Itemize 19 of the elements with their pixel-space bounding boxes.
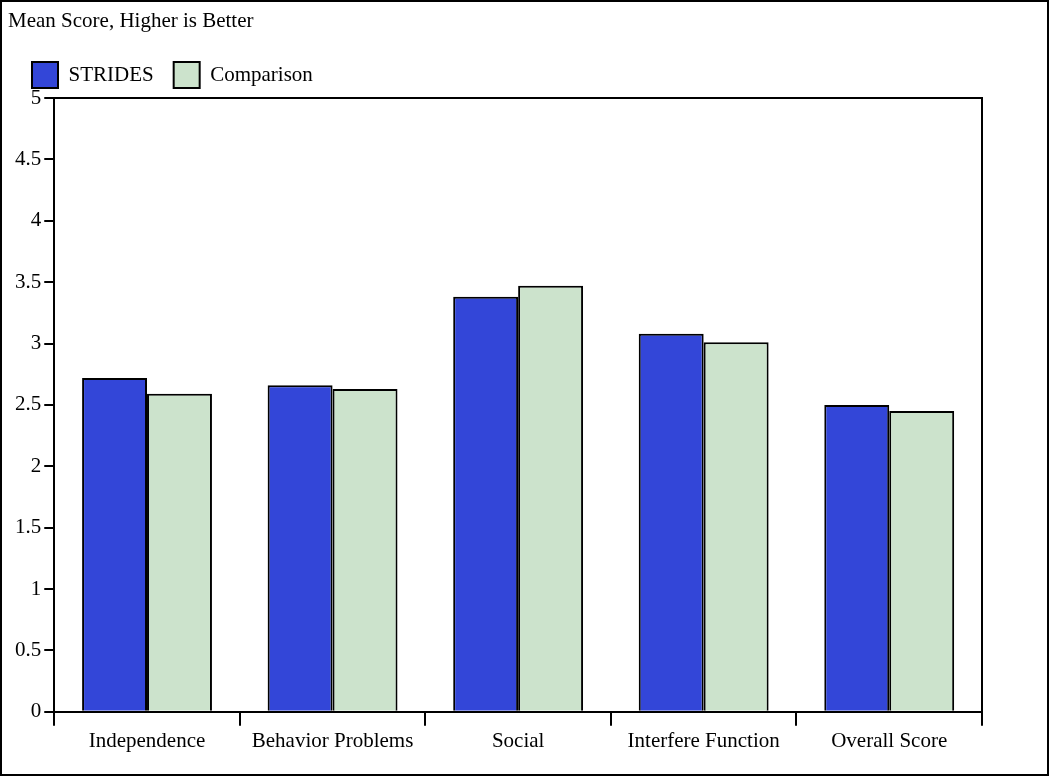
x-tick-label: Social: [491, 727, 545, 752]
y-tick-label: 0.5: [15, 636, 42, 661]
x-tick-label: Independence: [88, 727, 206, 752]
y-axis-title: Mean Score, Higher is Better: [8, 8, 254, 33]
y-tick-label: 0: [30, 698, 42, 723]
y-tick-label: 4.5: [15, 145, 42, 170]
y-tick-label: 3.5: [15, 268, 42, 293]
y-tick-label: 2: [30, 452, 42, 477]
y-tick-label: 1: [30, 575, 42, 600]
x-tick-label: Behavior Problems: [251, 727, 414, 752]
x-tick-label: Interfere Function: [627, 727, 781, 752]
y-tick-label: 5: [30, 84, 42, 109]
legend-label: Comparison: [210, 61, 314, 86]
y-tick-label: 3: [30, 330, 42, 355]
x-tick-label: Overall Score: [831, 727, 948, 752]
legend-label: STRIDES: [68, 61, 154, 86]
y-tick-label: 2.5: [15, 391, 42, 416]
y-tick-label: 4: [30, 207, 42, 232]
y-tick-label: 1.5: [15, 514, 42, 539]
